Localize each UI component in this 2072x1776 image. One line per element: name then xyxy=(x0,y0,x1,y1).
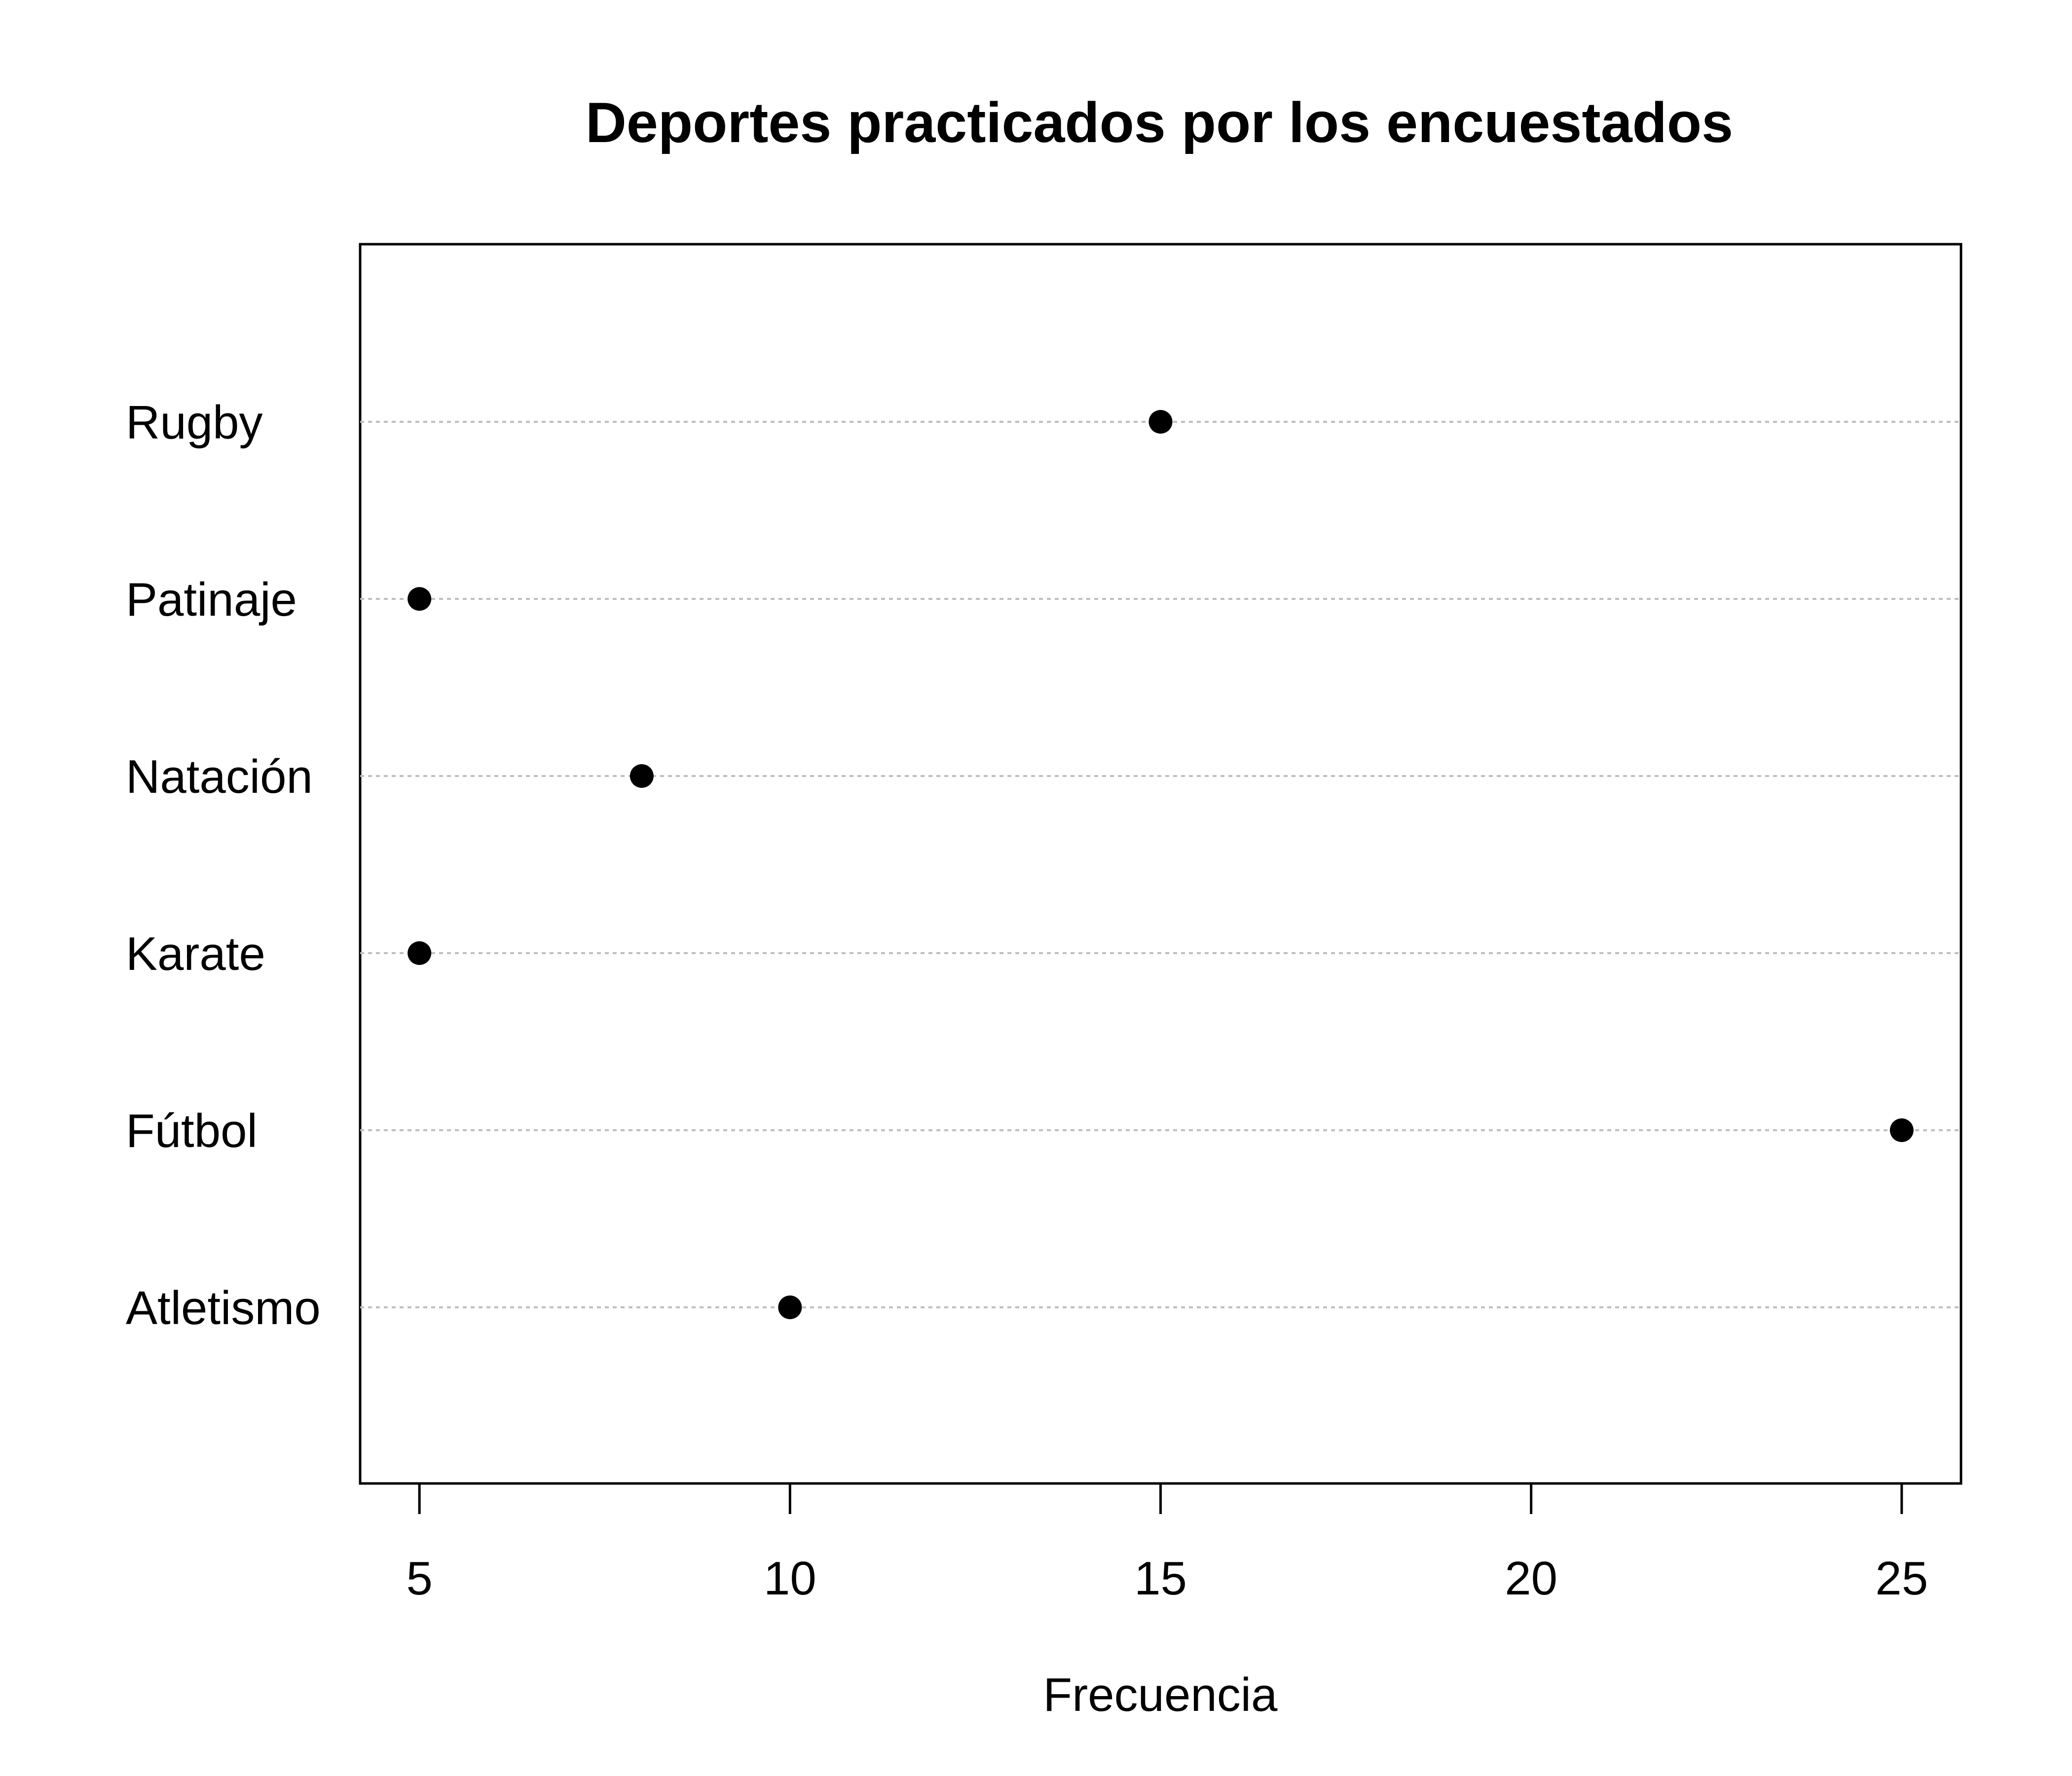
data-points xyxy=(407,410,1914,1319)
data-point xyxy=(629,764,654,788)
category-label: Fútbol xyxy=(126,1105,258,1157)
x-tick-label: 5 xyxy=(406,1552,432,1605)
x-axis-label: Frecuencia xyxy=(1043,1668,1278,1721)
x-tick-label: 10 xyxy=(764,1552,816,1605)
category-label: Patinaje xyxy=(126,573,297,626)
data-point xyxy=(1889,1118,1914,1142)
data-point xyxy=(407,941,432,965)
x-tick-label: 25 xyxy=(1875,1552,1928,1605)
data-point xyxy=(407,587,432,611)
x-tick-label: 20 xyxy=(1505,1552,1557,1605)
chart-title: Deportes practicados por los encuestados xyxy=(586,91,1733,154)
category-label: Karate xyxy=(126,927,265,980)
category-label: Rugby xyxy=(126,396,263,449)
category-labels: Atletismo Fútbol Karate Natación Patinaje Rug… xyxy=(126,396,321,1334)
category-label: Natación xyxy=(126,750,313,803)
x-axis: 5 10 15 20 25 xyxy=(406,1482,1928,1605)
category-label: Atletismo xyxy=(126,1282,321,1334)
data-point xyxy=(1148,410,1173,434)
grid-lines xyxy=(360,421,1961,1308)
x-tick-label: 15 xyxy=(1134,1552,1187,1605)
data-point xyxy=(778,1295,802,1319)
